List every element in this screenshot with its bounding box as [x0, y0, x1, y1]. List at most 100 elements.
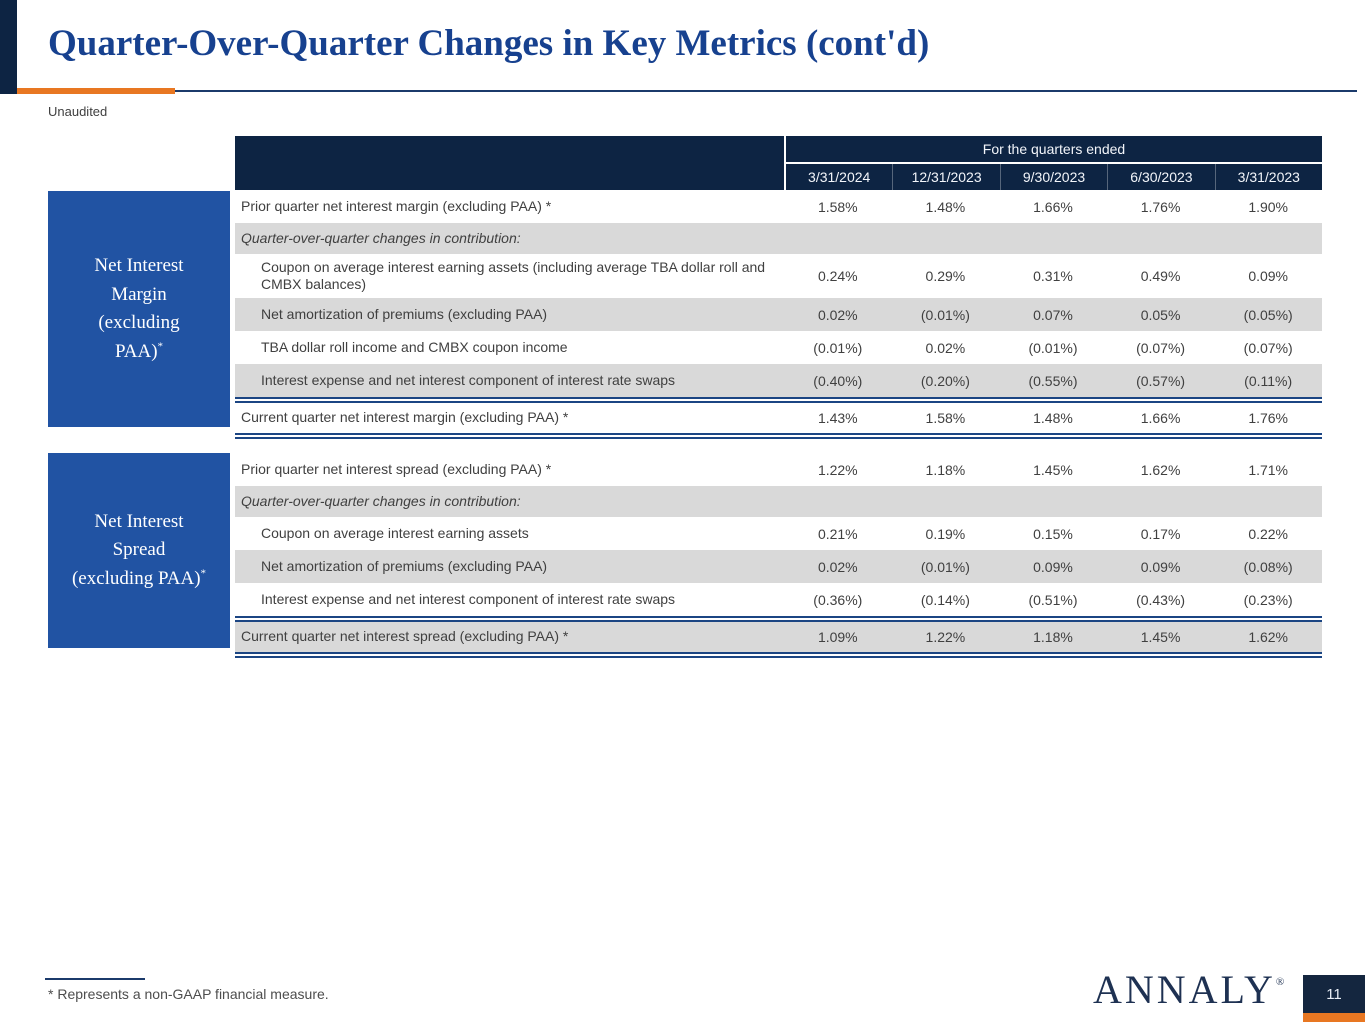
cell-value: 0.02%: [925, 339, 966, 356]
cell-value: 1.90%: [1248, 198, 1289, 215]
row-label: Net amortization of premiums (excluding …: [261, 557, 548, 574]
table-row: Coupon on average interest earning asset…: [235, 254, 1322, 298]
cell-value: 0.09%: [1140, 558, 1181, 575]
cell-value: 1.48%: [925, 198, 966, 215]
side-box-net-interest-spread: Net Interest Spread (excluding PAA)*: [48, 453, 230, 648]
table-row: Quarter-over-quarter changes in contribu…: [235, 486, 1322, 517]
cell-value: (0.01%): [813, 339, 863, 356]
cell-value: 1.45%: [1140, 629, 1181, 645]
cell-value: 1.48%: [1033, 410, 1073, 426]
cell-value: (0.07%): [1243, 339, 1293, 356]
cell-value: 0.05%: [1140, 306, 1181, 323]
title-underline-blue: [175, 90, 1357, 92]
cell-value: (0.23%): [1243, 591, 1293, 608]
column-header: 3/31/2023: [1214, 164, 1322, 190]
cell-value: (0.01%): [920, 558, 970, 575]
column-header: 9/30/2023: [999, 164, 1107, 190]
column-header: 3/31/2024: [808, 169, 871, 185]
row-label: Coupon on average interest earning asset…: [261, 524, 529, 541]
cell-value: 1.58%: [925, 410, 966, 426]
unaudited-label: Unaudited: [48, 104, 108, 119]
cell-value: 0.49%: [1140, 268, 1181, 284]
column-header: 6/30/2023: [1107, 164, 1214, 190]
table-row: Prior quarter net interest spread (exclu…: [235, 453, 1322, 486]
total-double-rule: [235, 433, 1322, 439]
total-double-rule: [235, 397, 1322, 403]
page-title: Quarter-Over-Quarter Changes in Key Metr…: [48, 23, 930, 64]
cell-value: 0.22%: [1248, 525, 1289, 542]
cell-value: (0.57%): [1136, 372, 1186, 389]
cell-value: 1.58%: [817, 198, 858, 215]
cell-value: 0.07%: [1033, 306, 1073, 323]
row-label: Coupon on average interest earning asset…: [261, 258, 766, 293]
row-label: Prior quarter net interest margin (exclu…: [241, 197, 552, 214]
cell-value: (0.20%): [920, 372, 970, 389]
row-label: Interest expense and net interest compon…: [261, 371, 676, 388]
table-row: Net amortization of premiums (excluding …: [235, 550, 1322, 583]
cell-value: 1.71%: [1248, 461, 1289, 478]
cell-value: 1.22%: [925, 629, 966, 645]
table-body-1: Prior quarter net interest spread (exclu…: [235, 453, 1322, 658]
quarters-ended-label: For the quarters ended: [786, 136, 1322, 164]
table-row: Current quarter net interest margin (exc…: [235, 403, 1322, 433]
date-row: 3/31/2024 12/31/2023 9/30/2023 6/30/2023 3/3…: [786, 164, 1322, 190]
table-row: TBA dollar roll income and CMBX coupon i…: [235, 331, 1322, 364]
non-gaap-asterisk: *: [200, 567, 207, 580]
table-row: Quarter-over-quarter changes in contribu…: [235, 223, 1322, 254]
cell-value: 0.29%: [925, 268, 966, 284]
title-accent-bar: [0, 0, 17, 94]
row-label: Interest expense and net interest compon…: [261, 590, 676, 607]
row-label: Net amortization of premiums (excluding …: [261, 305, 548, 322]
row-label: Prior quarter net interest spread (exclu…: [241, 460, 552, 477]
cell-value: 0.02%: [817, 558, 858, 575]
table-gap: [235, 439, 1322, 453]
cell-value: 0.02%: [817, 306, 858, 323]
cell-value: (0.01%): [1028, 339, 1078, 356]
cell-value: (0.07%): [1136, 339, 1186, 356]
table-header-spacer: [235, 136, 784, 190]
cell-value: 1.43%: [817, 410, 858, 426]
table-row: Coupon on average interest earning asset…: [235, 517, 1322, 550]
cell-value: 1.62%: [1140, 461, 1181, 478]
cell-value: (0.11%): [1244, 372, 1293, 389]
cell-value: (0.36%): [813, 591, 863, 608]
quarters-table: For the quarters ended 3/31/2024 12/31/20…: [235, 136, 1322, 658]
cell-value: (0.01%): [920, 306, 970, 323]
cell-value: 1.66%: [1140, 410, 1181, 426]
annaly-logo: ANNALY®: [1093, 966, 1284, 1013]
table-row: Interest expense and net interest compon…: [235, 583, 1322, 616]
side-box-label: Net Interest Spread (excluding PAA)*: [71, 510, 207, 589]
table-row: Prior quarter net interest margin (exclu…: [235, 190, 1322, 223]
cell-value: (0.40%): [813, 372, 863, 389]
table-row: Net amortization of premiums (excluding …: [235, 298, 1322, 331]
table-row: Interest expense and net interest compon…: [235, 364, 1322, 397]
cell-value: 0.19%: [925, 525, 966, 542]
cell-value: 1.22%: [817, 461, 858, 478]
cell-value: 0.15%: [1033, 525, 1073, 542]
non-gaap-asterisk: *: [157, 340, 164, 353]
footnote-text: * Represents a non-GAAP financial measur…: [48, 986, 329, 1002]
row-label: TBA dollar roll income and CMBX coupon i…: [261, 338, 568, 355]
page-number-accent: [1303, 1013, 1365, 1022]
table-row: Current quarter net interest spread (exc…: [235, 622, 1322, 652]
row-label: Quarter-over-quarter changes in contribu…: [241, 492, 521, 509]
cell-value: 0.21%: [817, 525, 858, 542]
cell-value: 1.09%: [817, 629, 858, 645]
registered-mark-icon: ®: [1275, 976, 1285, 988]
column-header: 12/31/2023: [892, 164, 999, 190]
cell-value: 1.76%: [1140, 198, 1181, 215]
cell-value: (0.05%): [1243, 306, 1293, 323]
cell-value: (0.43%): [1136, 591, 1186, 608]
table-header: For the quarters ended 3/31/2024 12/31/20…: [235, 136, 1322, 190]
table-body-0: Prior quarter net interest margin (exclu…: [235, 190, 1322, 439]
cell-value: (0.08%): [1243, 558, 1293, 575]
cell-value: 1.45%: [1033, 461, 1073, 478]
row-label: Current quarter net interest margin (exc…: [241, 409, 569, 426]
annaly-logo-text: ANNALY: [1093, 967, 1276, 1012]
cell-value: 1.76%: [1248, 410, 1289, 426]
cell-value: 0.17%: [1140, 525, 1181, 542]
row-label: Quarter-over-quarter changes in contribu…: [241, 229, 521, 246]
cell-value: 0.09%: [1033, 558, 1073, 575]
cell-value: (0.55%): [1028, 372, 1078, 389]
